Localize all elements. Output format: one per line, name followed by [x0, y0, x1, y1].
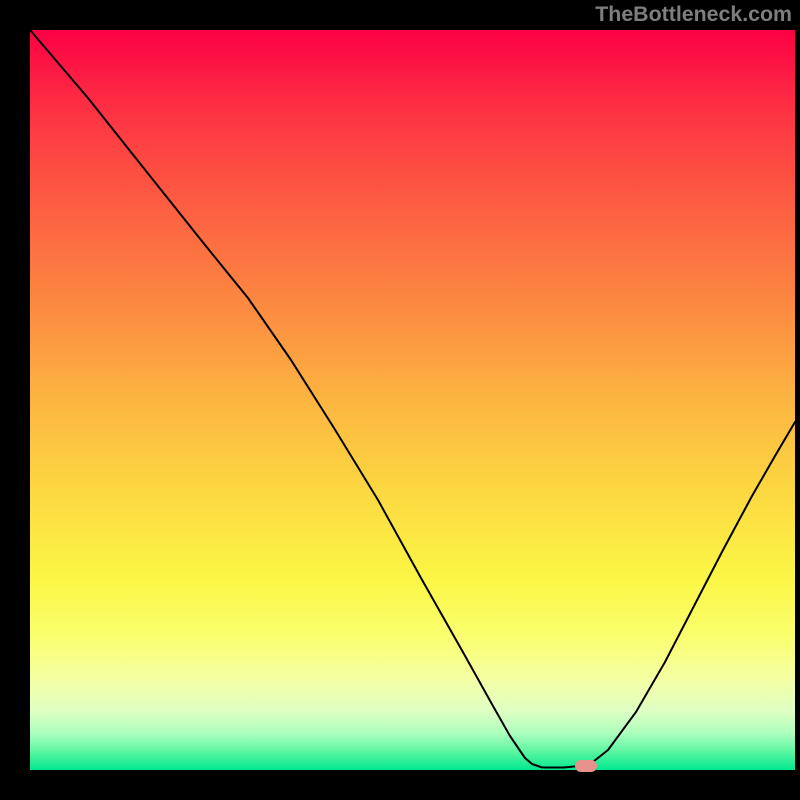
optimum-marker — [575, 760, 597, 772]
bottleneck-curve — [30, 30, 795, 768]
watermark-text: TheBottleneck.com — [595, 2, 792, 27]
plot-area — [30, 30, 795, 770]
bottleneck-curve-svg — [30, 30, 795, 770]
